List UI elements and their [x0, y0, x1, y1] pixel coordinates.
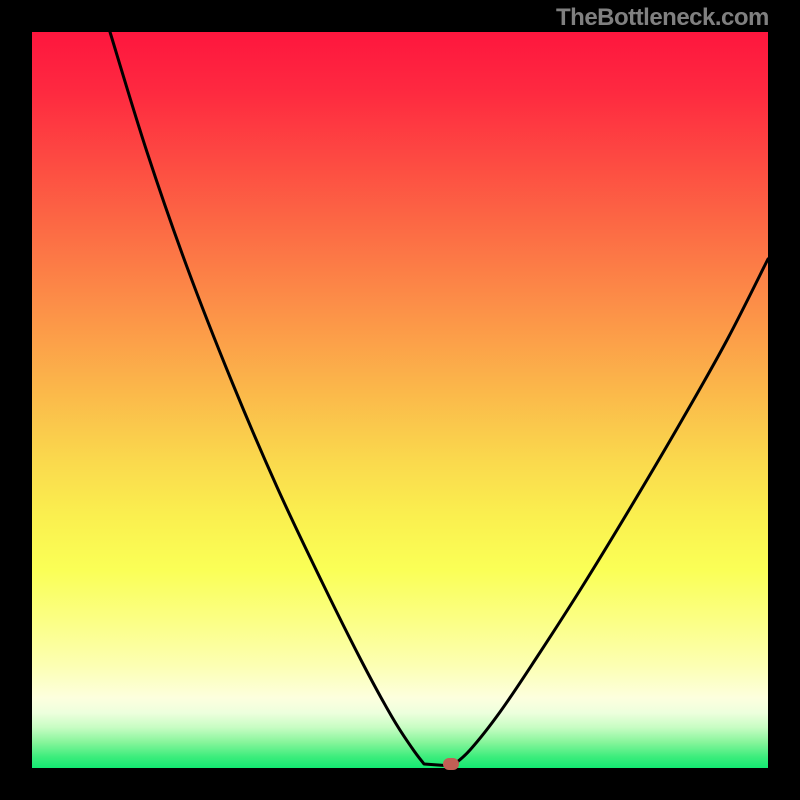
bottleneck-curve-chart: [0, 0, 800, 800]
v-curve-path: [110, 32, 768, 766]
minimum-marker: [443, 758, 459, 770]
watermark-text: TheBottleneck.com: [556, 4, 769, 32]
